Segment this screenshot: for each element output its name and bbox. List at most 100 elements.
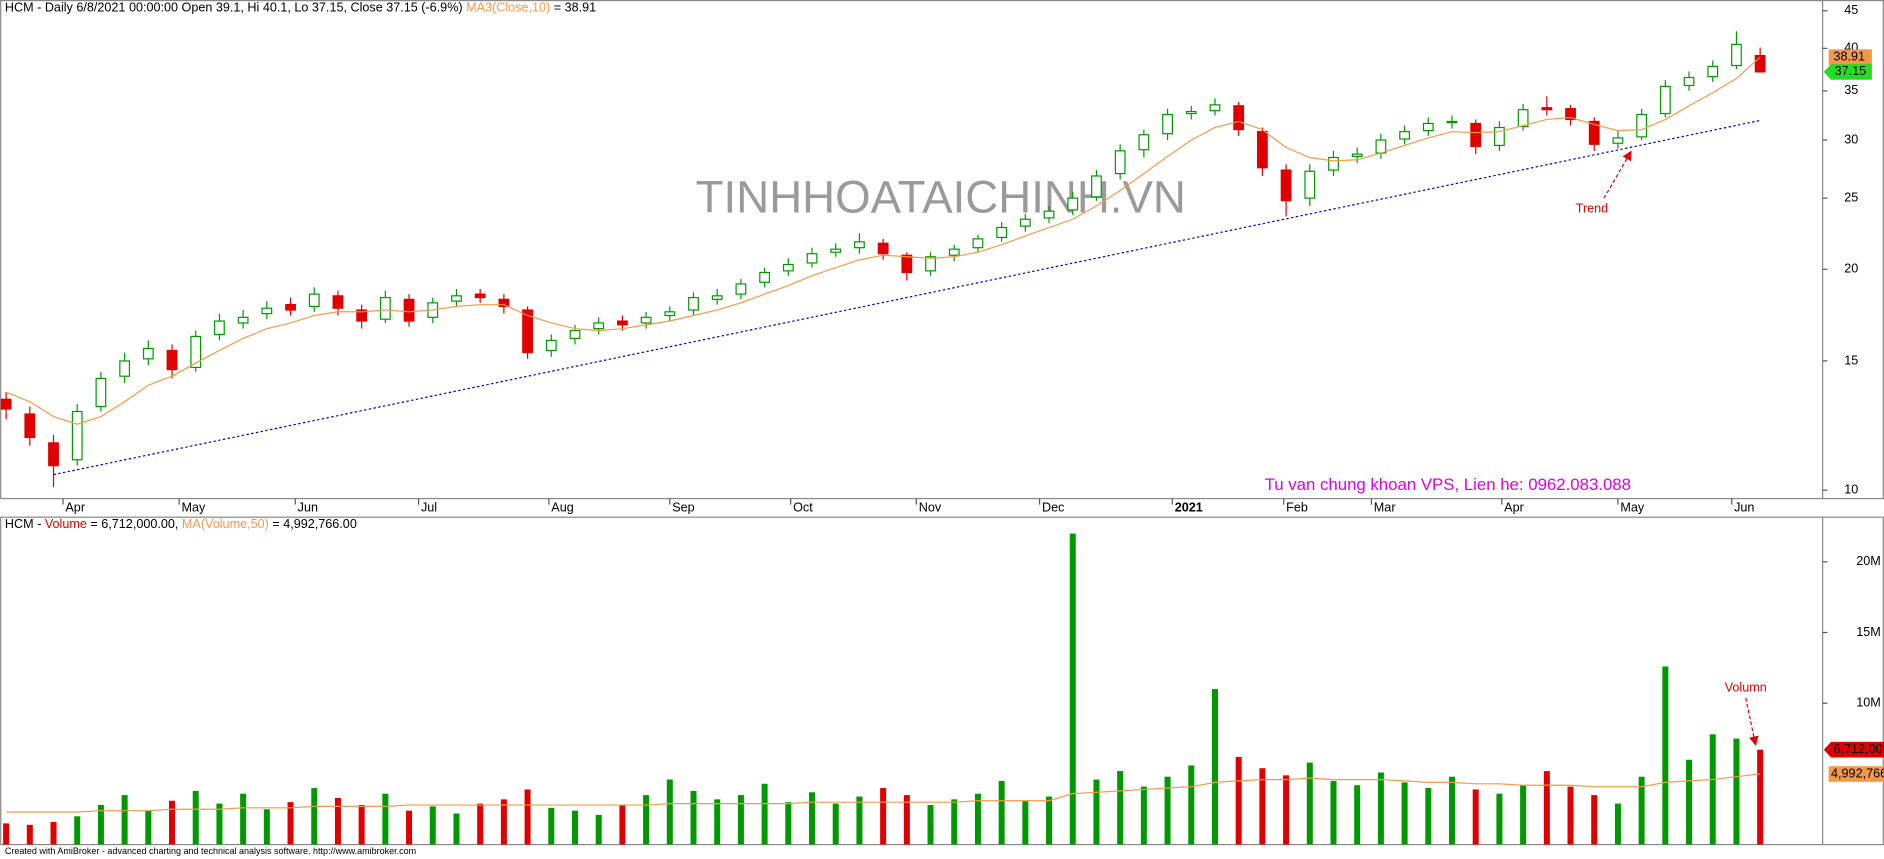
volume-bar	[1709, 734, 1716, 845]
x-tick-label: Jun	[298, 501, 318, 515]
volume-bar	[1046, 796, 1053, 845]
volume-bar	[1235, 756, 1242, 845]
candle-body	[1304, 170, 1316, 199]
volume-bar	[856, 796, 863, 845]
candle-body	[711, 295, 723, 300]
price-panel	[0, 0, 1884, 500]
volume-bar	[571, 810, 578, 845]
candle-body	[1091, 175, 1102, 198]
volume-bar	[1520, 785, 1527, 845]
volume-ma-badge	[1828, 766, 1884, 782]
volume-bar	[1283, 775, 1290, 845]
volume-bar	[145, 810, 152, 845]
volume-bar	[358, 804, 365, 845]
volume-bar	[97, 804, 104, 845]
candle-body	[1612, 137, 1624, 144]
volume-bar	[240, 793, 247, 845]
candle-body	[95, 377, 107, 408]
candle-body	[640, 316, 652, 324]
candle-body	[1185, 110, 1197, 115]
candle-body	[1707, 65, 1719, 78]
volume-bar	[1117, 771, 1124, 845]
volume-bar	[1425, 788, 1432, 845]
ma-badge-label: 38.91	[1833, 49, 1865, 63]
volume-bar	[595, 814, 602, 845]
candle-body	[522, 309, 533, 354]
volume-bar	[382, 793, 389, 845]
candle-body	[498, 298, 510, 308]
candle-body	[735, 283, 747, 295]
volume-ma-line	[6, 773, 1761, 813]
candle-body	[0, 398, 12, 410]
x-tick-label: Jun	[1734, 501, 1754, 515]
close-badge	[1823, 64, 1872, 80]
volume-bar	[619, 804, 626, 845]
y-tick-label: 10M	[1856, 696, 1881, 710]
candle-body	[1019, 218, 1031, 227]
volume-bar	[1591, 795, 1598, 845]
candle-body	[237, 316, 249, 324]
watermark: TINHHOATAICHINH.VN	[696, 172, 1186, 223]
volume-bar	[714, 799, 721, 845]
candle-body	[1138, 134, 1150, 151]
volume-bar	[974, 793, 981, 845]
candle-body	[545, 339, 557, 352]
volume-bar	[785, 802, 792, 845]
candle-body	[664, 311, 676, 317]
x-tick-label: Feb	[1286, 501, 1308, 515]
y-tick-label: 15	[1844, 353, 1858, 367]
volume-ma-readout: = 4,992,766.00	[272, 517, 357, 531]
candle-body	[214, 320, 225, 336]
x-tick-label: Oct	[793, 501, 813, 515]
x-tick-label: Dec	[1042, 501, 1064, 515]
volume-bar	[1472, 789, 1479, 845]
volume-title: HCM -	[5, 517, 45, 531]
candle-body	[901, 254, 913, 274]
candle-body	[782, 263, 794, 272]
volume-bar	[121, 795, 128, 845]
y-tick-label: 25	[1844, 190, 1858, 204]
x-tick-label: Apr	[65, 501, 85, 515]
volume-bar	[169, 800, 176, 845]
candle-body	[1731, 43, 1742, 67]
close-badge-label: 37.15	[1835, 64, 1867, 78]
x-tick-label: Apr	[1504, 501, 1524, 515]
y-tick-label: 15M	[1856, 625, 1881, 639]
price-plot	[0, 31, 1766, 488]
volume-bar	[927, 804, 934, 845]
x-tick-label: Mar	[1374, 501, 1396, 515]
volume-bar	[1496, 793, 1503, 845]
trend-arrow	[1603, 150, 1632, 199]
x-tick-label: 2021	[1175, 501, 1203, 515]
volume-panel	[0, 516, 1884, 846]
candle-body	[759, 271, 771, 283]
volume-bar	[880, 788, 887, 845]
volume-bar	[1306, 762, 1313, 845]
volume-bar	[1757, 749, 1764, 845]
candle-body	[877, 242, 889, 255]
volume-bar	[548, 807, 555, 845]
trend-line	[53, 119, 1761, 476]
candle-body	[1659, 85, 1671, 115]
x-tick-label: Aug	[551, 501, 573, 515]
volume-bar	[406, 810, 413, 845]
y-tick-label: 20	[1844, 262, 1858, 276]
volume-bar	[287, 802, 294, 845]
volume-readout: = 6,712,000.00,	[90, 517, 178, 531]
volume-bar	[1069, 533, 1076, 845]
volume-note: Volumn	[1725, 681, 1767, 695]
candle-body	[356, 309, 368, 322]
candle-body	[190, 335, 202, 368]
volume-bar	[1188, 765, 1195, 845]
candle-body	[1375, 139, 1387, 154]
volume-bar	[643, 795, 650, 845]
volume-bar	[429, 806, 436, 845]
volume-name: Volume	[45, 517, 87, 531]
candle-body	[996, 226, 1008, 239]
candle-body	[688, 296, 699, 311]
candle-body	[1209, 104, 1221, 112]
volume-bar	[453, 813, 460, 845]
candle-body	[1399, 131, 1411, 140]
candle-body	[48, 442, 59, 467]
